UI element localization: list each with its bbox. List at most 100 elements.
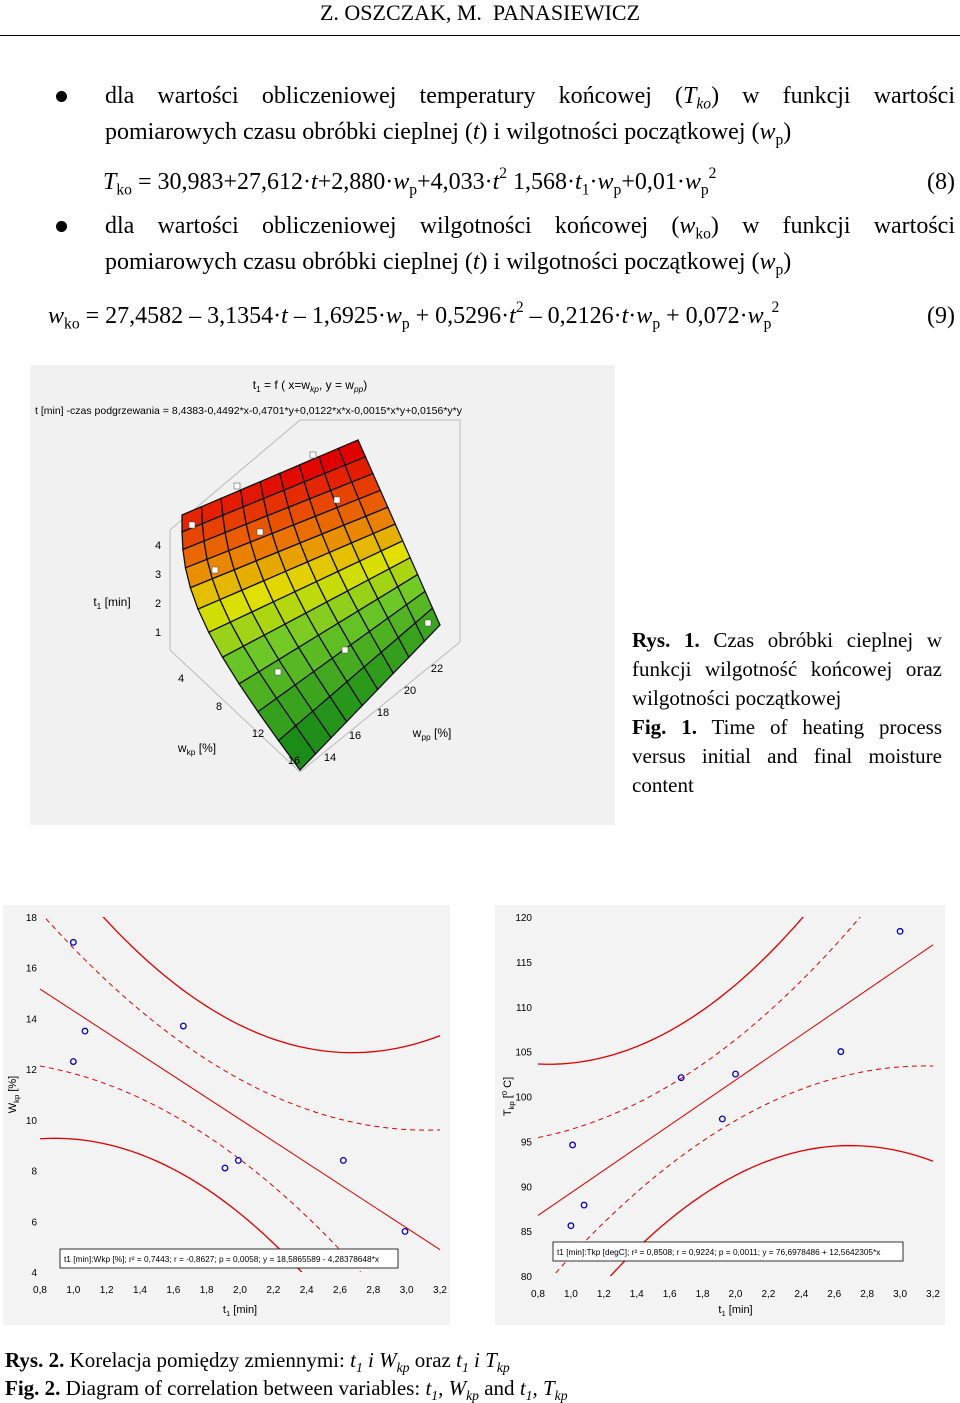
legend-box — [59, 1248, 399, 1269]
legend-box — [552, 1241, 904, 1262]
text-part: t — [472, 119, 480, 145]
text-part: ko — [695, 225, 711, 243]
text-part: ko — [116, 181, 132, 199]
prediction-band — [609, 1144, 934, 1276]
text-part: 1 — [721, 1309, 725, 1318]
text-part: w — [177, 741, 187, 755]
x-tick-label: 3,2 — [433, 1285, 447, 1296]
observation-point — [256, 528, 264, 536]
prediction-band — [102, 917, 441, 1054]
text-part: [min] — [101, 595, 130, 609]
text-part: +4,033· — [417, 169, 493, 195]
text-part: w — [597, 169, 614, 195]
x-tick-label: 3,0 — [400, 1285, 414, 1296]
x-tick-label: 1,6 — [166, 1285, 180, 1296]
text-part: ko — [696, 95, 712, 113]
x-tick-label: 3,2 — [926, 1289, 940, 1300]
y-tick-label: 80 — [521, 1272, 533, 1283]
text-part: C] — [502, 1077, 514, 1091]
caption-paragraph: Fig. 1. Time of heating process versus i… — [632, 713, 942, 800]
observation-point — [341, 646, 349, 654]
text-part: ) — [783, 249, 792, 275]
text-part: [min] — [726, 1304, 753, 1316]
text-part: w — [636, 303, 653, 329]
text-part: p — [700, 181, 709, 199]
x-axis-title: t1 [min] — [223, 1304, 257, 1318]
text-part: p — [409, 181, 418, 199]
text-part: p — [613, 181, 622, 199]
axis-tick-label: 22 — [431, 663, 443, 675]
text-part: [%] — [7, 1076, 19, 1095]
y-tick-label: 6 — [31, 1217, 37, 1228]
text-part: t — [718, 1304, 721, 1316]
text-part: 1 — [431, 1387, 439, 1403]
text-part: and — [478, 1376, 520, 1400]
axis-title: wpp [%] — [412, 726, 452, 742]
data-point — [837, 1048, 845, 1056]
text-part: 1 — [525, 1387, 533, 1403]
text-part: p — [775, 261, 784, 279]
text-part: kp — [187, 747, 196, 757]
text-part: kp — [496, 1359, 510, 1375]
y-tick-label: 8 — [31, 1167, 37, 1178]
text-part: w — [393, 169, 410, 195]
x-tick-label: 1,0 — [564, 1289, 578, 1300]
text-part: T — [103, 169, 117, 195]
observation-point — [233, 482, 241, 490]
bullet-paragraph: dla wartości obliczeniowej temperatury k… — [0, 78, 955, 150]
text-body: dla wartości obliczeniowej temperatury k… — [0, 78, 960, 334]
text-part: +0,01· — [621, 169, 685, 195]
x-tick-label: 2,4 — [794, 1289, 808, 1300]
text-part: dla wartości obliczeniowej wilgotności k… — [105, 213, 680, 239]
y-tick-label: 4 — [31, 1268, 37, 1279]
text-part: 1 — [355, 1359, 363, 1375]
text-part: pp — [421, 732, 431, 742]
text-part: i W — [362, 1348, 397, 1372]
axis-tick-label: 4 — [178, 673, 184, 685]
observation-point — [211, 566, 219, 574]
data-point — [718, 1115, 726, 1123]
caption-line: Fig. 2. Diagram of correlation between v… — [5, 1374, 568, 1402]
text-part: , W — [438, 1376, 467, 1400]
bullet-paragraph: dla wartości obliczeniowej wilgotności k… — [0, 208, 955, 280]
data-point — [567, 1222, 575, 1230]
data-point — [569, 1141, 577, 1149]
text-part: p — [775, 131, 784, 149]
text-part: Rys. 2. — [5, 1348, 65, 1372]
y-tick-label: 100 — [515, 1093, 532, 1104]
text-part: w — [684, 169, 701, 195]
axis-tick-label: 12 — [252, 728, 264, 740]
data-point — [221, 1164, 229, 1172]
y-tick-label: 85 — [521, 1227, 533, 1238]
observation-point — [309, 451, 317, 459]
figure-title: t1 = f ( x=wkp, y = wpp) — [253, 378, 368, 394]
text-part: = 27,4582 – 3,1354· — [79, 303, 282, 329]
axis-tick-label: 14 — [324, 752, 336, 764]
text-part: t — [311, 169, 318, 195]
text-part: – 1,6925· — [287, 303, 386, 329]
observation-point — [333, 496, 341, 504]
y-tick-label: 12 — [26, 1065, 38, 1076]
data-point — [179, 1022, 187, 1030]
data-point — [677, 1074, 685, 1082]
equation: Tko = 30,983+27,612·t+2,880·wp+4,033·t2 … — [0, 164, 955, 200]
text-part: + 0,072· — [660, 303, 748, 329]
axis-tick-label: 16 — [349, 730, 361, 742]
equation-number: (9) — [927, 303, 955, 329]
x-tick-label: 2,4 — [300, 1285, 314, 1296]
text-part: t — [472, 249, 480, 275]
y-axis-title: Wkp [%] — [7, 1076, 21, 1113]
frame-line — [169, 649, 301, 773]
text-part: t — [350, 1348, 356, 1372]
x-tick-label: 1,4 — [133, 1285, 147, 1296]
y-tick-label: 120 — [515, 913, 532, 924]
text-part: T — [502, 1109, 514, 1116]
axis-tick-label: 2 — [155, 598, 161, 610]
caption-paragraph: Rys. 1. Czas obróbki cieplnej w funkcji … — [632, 626, 942, 713]
text-part: 1 — [97, 601, 102, 611]
text-part: w — [679, 213, 696, 239]
text-part: Fig. 1. — [632, 715, 698, 739]
text-part: ) i wilgotności początkowej ( — [479, 249, 760, 275]
text-part: t — [492, 169, 500, 195]
